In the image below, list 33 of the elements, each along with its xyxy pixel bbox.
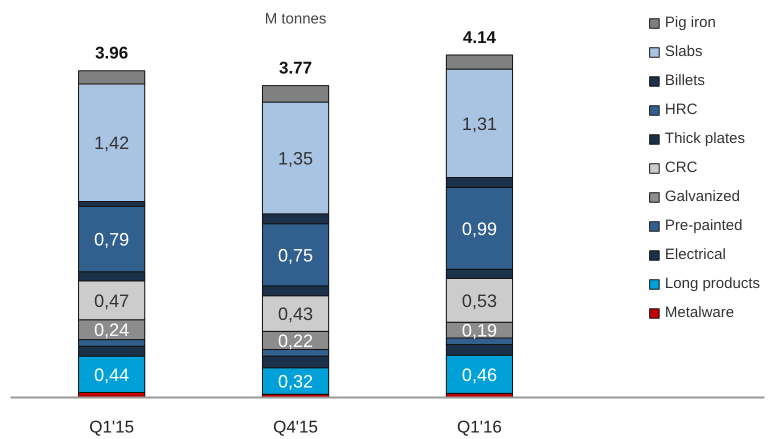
legend-label: Thick plates xyxy=(664,130,745,147)
legend-label: Long products xyxy=(664,275,760,292)
total-label: 3.77 xyxy=(279,58,312,78)
total-label: 3.96 xyxy=(95,44,128,63)
data-label: 0,99 xyxy=(462,218,497,239)
data-label: 0,32 xyxy=(278,371,314,392)
data-label: 0,46 xyxy=(462,364,497,385)
data-label: 1,35 xyxy=(278,148,314,169)
legend-label: Galvanized xyxy=(664,188,740,205)
legend-label: HRC xyxy=(664,101,698,118)
data-label: 0,79 xyxy=(94,230,130,250)
data-label: 0,47 xyxy=(94,290,130,311)
legend-label: Pre-painted xyxy=(664,217,742,234)
legend-label: Electrical xyxy=(664,246,726,263)
data-label: 0,24 xyxy=(94,320,130,340)
x-tick-label: Q1'15 xyxy=(89,418,134,436)
legend-label: Metalware xyxy=(664,304,734,321)
data-label: 0,53 xyxy=(462,290,497,311)
data-label: 0,19 xyxy=(462,320,497,341)
data-label: 1,42 xyxy=(94,133,130,154)
data-label: 0,75 xyxy=(278,245,314,266)
data-label: 0,22 xyxy=(278,330,314,351)
legend-label: CRC xyxy=(664,159,698,176)
legend-label: Billets xyxy=(664,72,705,89)
x-tick-label: Q1'16 xyxy=(457,418,502,436)
legend-label: Slabs xyxy=(664,43,702,60)
chart-subtitle: M tonnes xyxy=(264,10,326,28)
data-label: 0,43 xyxy=(278,304,314,324)
data-label: 1,31 xyxy=(462,114,497,134)
total-label: 4.14 xyxy=(462,28,497,48)
legend-label: Pig iron xyxy=(664,14,716,31)
x-tick-label: Q4'15 xyxy=(273,418,318,436)
data-label: 0,44 xyxy=(94,364,130,385)
